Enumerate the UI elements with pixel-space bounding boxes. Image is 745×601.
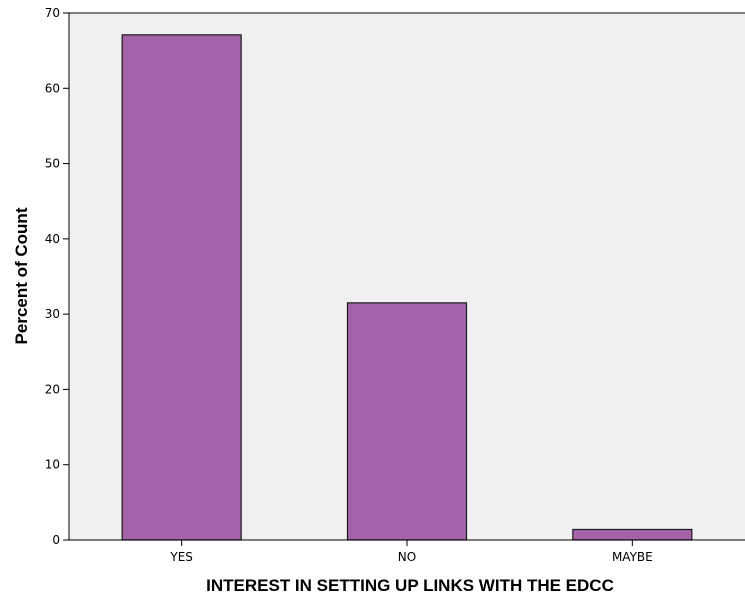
y-tick-label: 50: [45, 157, 60, 171]
y-tick-label: 40: [45, 232, 60, 246]
y-axis-title: Percent of Count: [12, 207, 31, 344]
y-tick-label: 10: [45, 458, 60, 472]
y-ticks: 0 10 20 30 40 50 60 70: [45, 6, 69, 547]
y-tick-label: 60: [45, 81, 60, 95]
bar-no: [346, 302, 468, 541]
bars: [121, 34, 693, 541]
x-tick-label-no: NO: [398, 550, 416, 564]
x-tick-label-maybe: MAYBE: [612, 550, 653, 564]
y-tick-label: 70: [45, 6, 60, 20]
y-tick-label: 20: [45, 382, 60, 396]
x-ticks: YES NO MAYBE: [169, 540, 653, 564]
x-tick-label-yes: YES: [169, 550, 193, 564]
y-tick-label: 0: [52, 533, 60, 547]
y-tick-label: 30: [45, 307, 60, 321]
bar-yes: [121, 34, 242, 541]
x-axis-title: INTEREST IN SETTING UP LINKS WITH THE ED…: [206, 576, 614, 595]
bar-maybe: [572, 528, 693, 541]
